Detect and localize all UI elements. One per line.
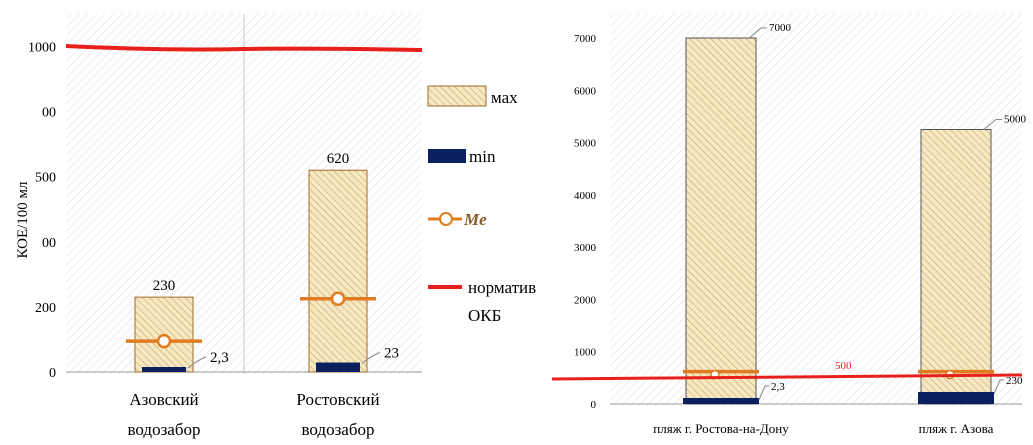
legend-max-label: мах bbox=[491, 88, 518, 107]
left-min-bar bbox=[316, 362, 360, 372]
right-max-bar bbox=[685, 37, 757, 405]
legend-item-norm: норматив ОКБ bbox=[428, 278, 536, 325]
right-max-value-label: 7000 bbox=[769, 22, 792, 34]
right-max-bar bbox=[920, 129, 992, 405]
right-y-tick-label: 5000 bbox=[574, 138, 597, 150]
right-y-tick-label: 3000 bbox=[574, 242, 597, 254]
left-bars: 230 2,3 620 23 bbox=[126, 151, 399, 373]
legend-norm-label-line1: норматив bbox=[468, 278, 536, 297]
left-category-label: Ростовский bbox=[296, 390, 379, 409]
right-y-tick-label: 4000 bbox=[574, 190, 597, 202]
right-min-bar bbox=[683, 398, 759, 404]
right-chart: 0 1000 2000 3000 4000 5000 6000 7000 7000 2,3 500… bbox=[551, 14, 1027, 436]
left-chart: КОЕ/100 мл 0 200 00 500 00 1000 230 2,3 620 23 А… bbox=[15, 14, 423, 439]
right-norm-line bbox=[551, 373, 1023, 381]
legend: мах min Me норматив ОКБ bbox=[427, 85, 536, 325]
right-y-tick-label: 6000 bbox=[574, 85, 597, 97]
left-max-bar bbox=[308, 169, 368, 373]
left-min-value-label: 2,3 bbox=[210, 350, 229, 366]
right-bars: 7000 2,3 5000 230 bbox=[683, 22, 1027, 405]
left-y-ticks: 0 200 00 500 00 1000 bbox=[28, 41, 56, 381]
right-max-leader-line bbox=[748, 27, 767, 39]
left-y-tick-label: 0 bbox=[49, 366, 56, 381]
left-category-label: водозабор bbox=[302, 420, 375, 439]
left-max-value-label: 230 bbox=[153, 278, 176, 294]
right-min-bar bbox=[918, 391, 994, 404]
left-category-label: водозабор bbox=[128, 420, 201, 439]
right-max-leader-line bbox=[983, 119, 1002, 130]
right-min-leader-line bbox=[993, 379, 1004, 395]
left-category-label: Азовский bbox=[129, 390, 198, 409]
left-me-marker bbox=[330, 291, 346, 307]
legend-min-swatch bbox=[428, 149, 466, 163]
right-y-tick-label: 7000 bbox=[574, 33, 597, 45]
left-category-labels: Азовский водозабор Ростовский водозабор bbox=[128, 390, 380, 439]
right-min-value-label: 2,3 bbox=[771, 381, 785, 393]
right-norm-value-label: 500 bbox=[835, 360, 852, 372]
right-min-value-label: 230 bbox=[1006, 375, 1023, 387]
left-y-tick-label: 00 bbox=[42, 106, 56, 121]
legend-item-max: мах bbox=[427, 85, 518, 107]
left-norm-line bbox=[65, 44, 423, 52]
left-y-tick-label: 1000 bbox=[28, 41, 56, 56]
left-y-tick-label: 200 bbox=[35, 301, 56, 316]
legend-me-label: Me bbox=[463, 210, 487, 229]
right-y-tick-label: 1000 bbox=[574, 347, 597, 359]
left-min-bar bbox=[142, 367, 186, 372]
legend-item-me: Me bbox=[428, 210, 487, 229]
right-min-leader-line bbox=[758, 385, 769, 401]
left-y-axis-label: КОЕ/100 мл bbox=[15, 181, 31, 259]
legend-me-marker bbox=[439, 212, 453, 226]
left-min-leader-line bbox=[187, 356, 207, 369]
legend-max-swatch bbox=[427, 85, 487, 107]
legend-item-min: min bbox=[428, 147, 496, 166]
right-y-tick-label: 0 bbox=[591, 399, 597, 411]
right-category-label: пляж г. Ростова-на-Дону bbox=[653, 421, 789, 436]
right-category-label: пляж г. Азова bbox=[919, 421, 994, 436]
left-y-tick-label: 00 bbox=[42, 236, 56, 251]
left-max-value-label: 620 bbox=[327, 151, 350, 167]
left-me-marker bbox=[156, 333, 172, 349]
right-category-labels: пляж г. Ростова-на-Дону пляж г. Азова bbox=[653, 421, 993, 436]
legend-norm-label-line2: ОКБ bbox=[468, 306, 501, 325]
left-y-tick-label: 500 bbox=[35, 171, 56, 186]
right-y-ticks: 0 1000 2000 3000 4000 5000 6000 7000 bbox=[574, 33, 597, 411]
right-max-value-label: 5000 bbox=[1004, 114, 1027, 126]
left-min-value-label: 23 bbox=[384, 346, 399, 362]
left-min-leader-line bbox=[361, 352, 381, 364]
right-y-tick-label: 2000 bbox=[574, 294, 597, 306]
legend-min-label: min bbox=[469, 147, 496, 166]
